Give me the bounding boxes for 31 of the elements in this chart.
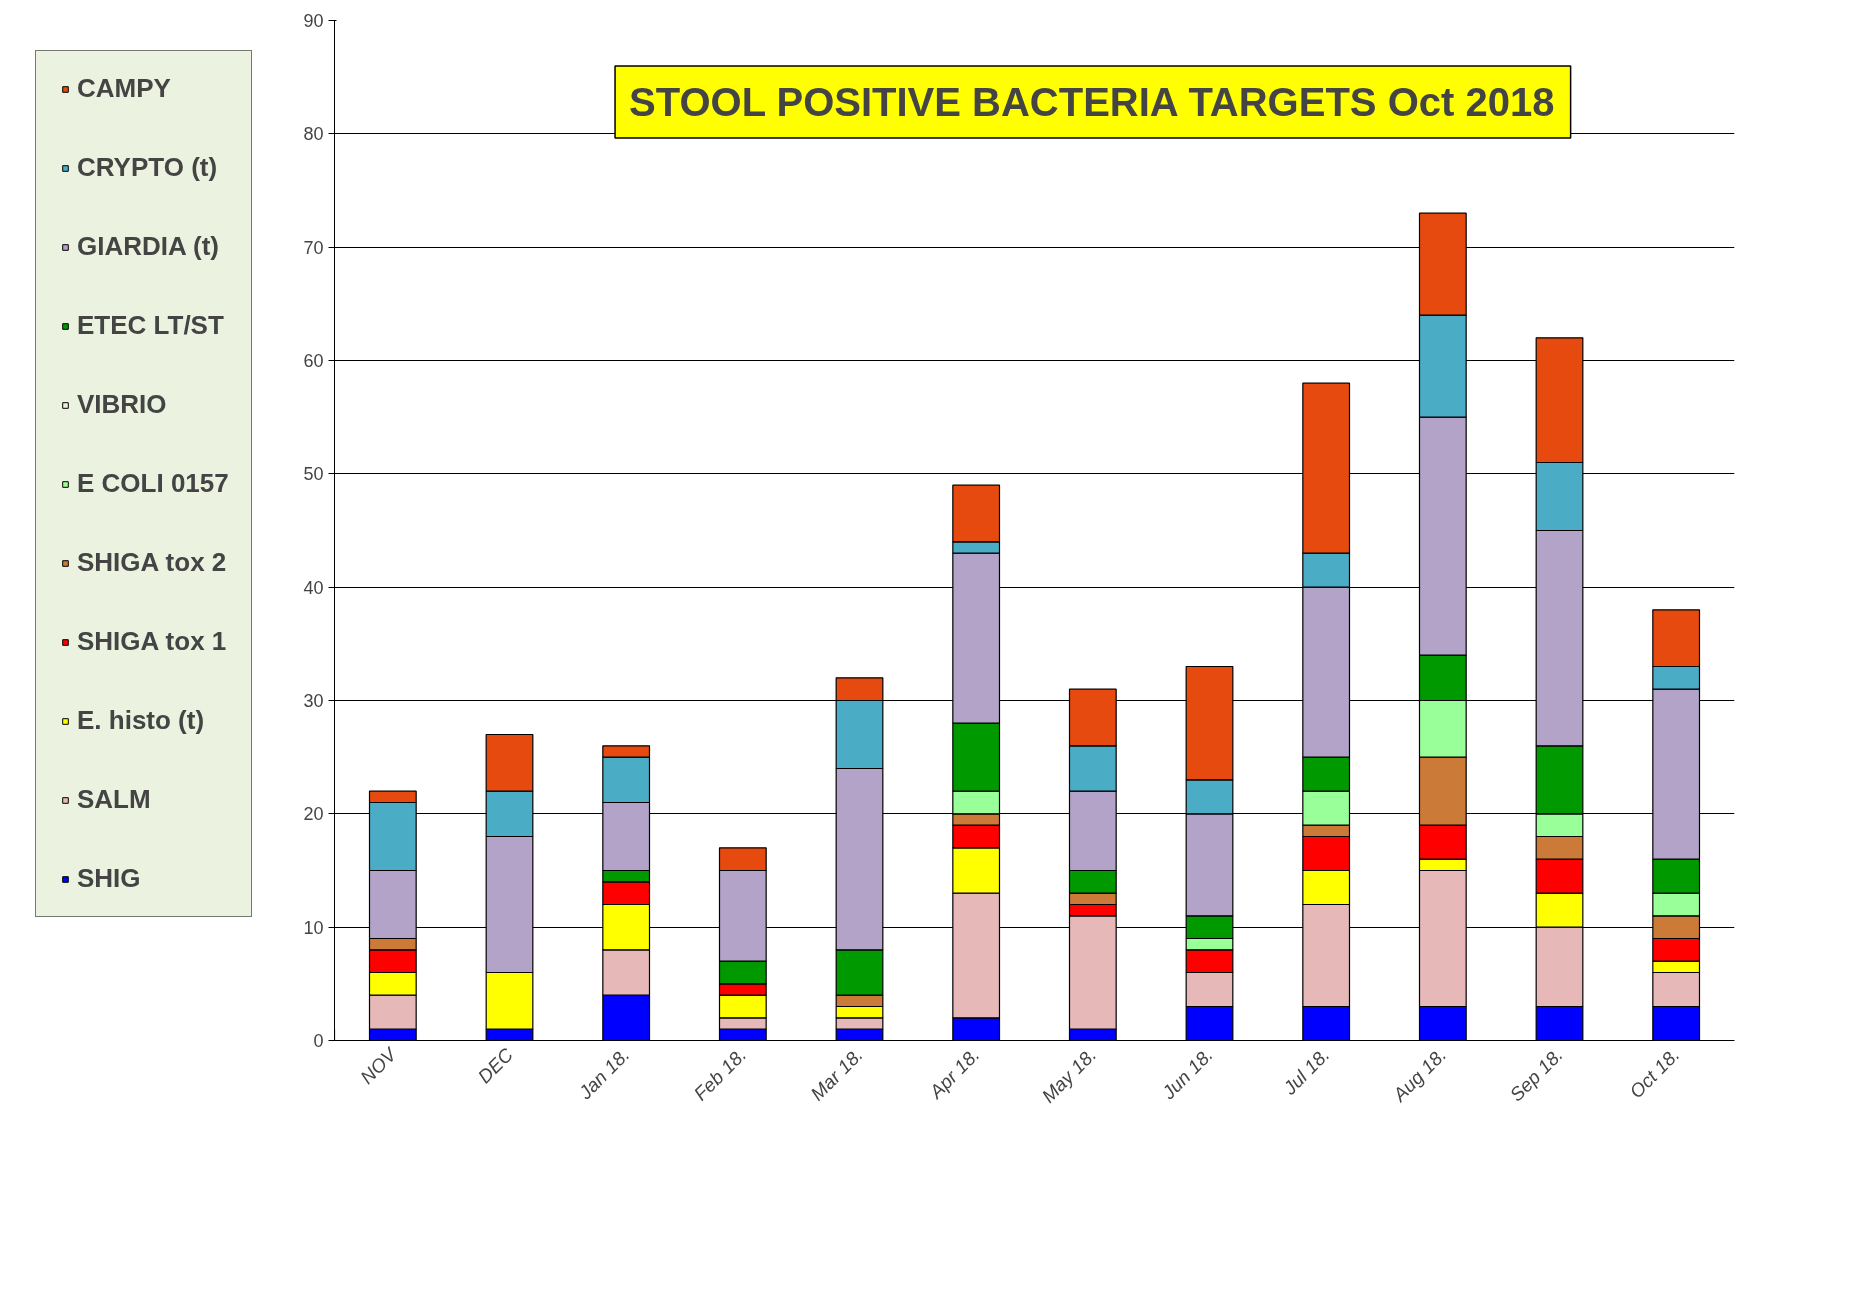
x-tick-label: Feb 18. [689,1044,751,1105]
legend-label: CAMPY [77,73,171,104]
y-tick-label: 50 [303,464,324,485]
x-tick-label: Jun 18. [1157,1044,1217,1104]
y-tick-label: 90 [303,11,324,31]
y-tick-label: 70 [303,237,324,258]
x-tick-label: Oct 18. [1625,1044,1684,1103]
x-tick-label: Aug 18. [1388,1044,1451,1106]
legend-label: E COLI 0157 [77,468,229,499]
text: STOOL POSITIVE BACTERIA TARGETS Oct 2018 [629,80,1555,125]
legend-label: VIBRIO [77,389,167,420]
y-tick-label: 30 [303,691,324,711]
legend-label: CRYPTO (t) [77,152,218,183]
legend-label: SHIGA tox 2 [77,547,227,578]
x-tick-label: Mar 18. [806,1044,867,1105]
y-tick-label: 80 [303,124,324,145]
legend-label: GIARDIA (t) [77,231,220,262]
y-tick-label: 0 [313,1031,324,1051]
legend-label: SHIG [77,863,141,894]
y-tick-label: 60 [303,351,324,371]
y-tick-label: 20 [303,804,324,825]
legend-label: ETEC LT/ST [77,310,224,341]
x-tick-label: Sep 18. [1505,1044,1567,1106]
legend-label: E. histo (t) [77,705,205,736]
x-tick-label: Jul 18. [1278,1044,1334,1100]
y-tick-label: 10 [303,917,324,938]
x-tick-label: Jan 18. [573,1044,634,1104]
legend-label: SHIGA tox 1 [77,626,227,657]
y-tick-label: 40 [303,577,324,598]
x-tick-label: Apr 18. [924,1044,984,1103]
legend-label: SALM [77,784,151,815]
